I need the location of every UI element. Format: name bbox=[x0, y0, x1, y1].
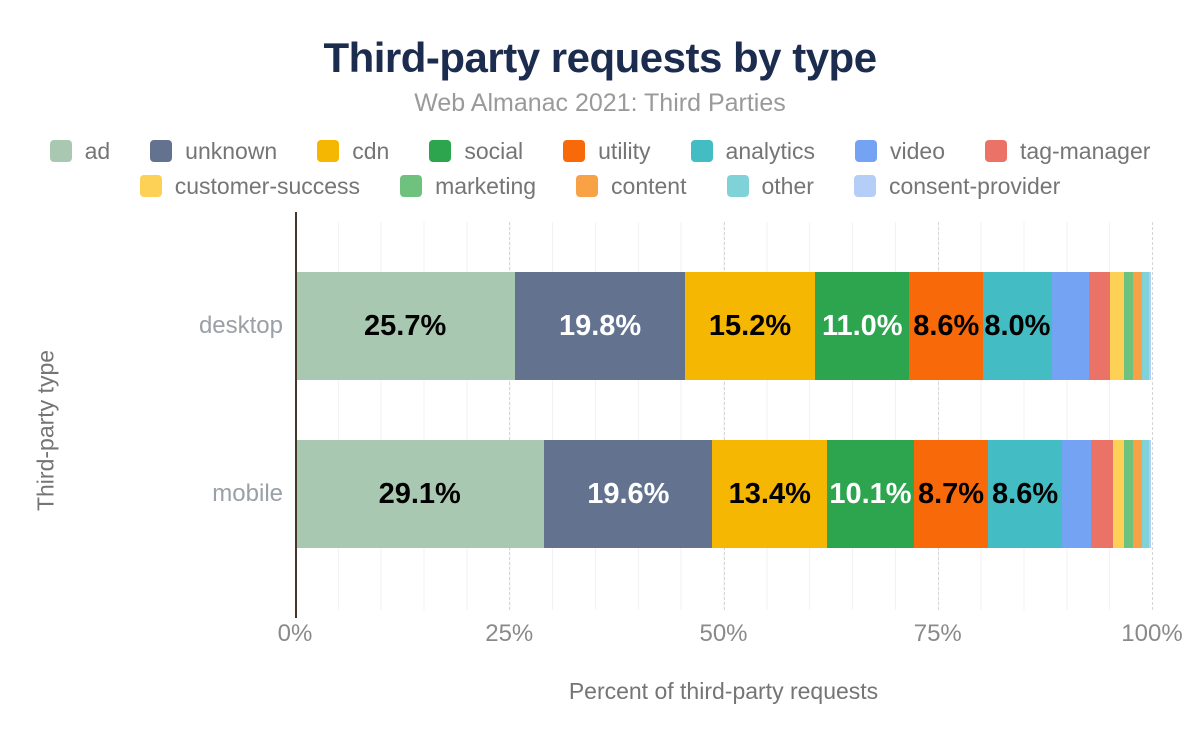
x-axis-ticks: 0% 25% 50% 75% 100% bbox=[278, 620, 1183, 650]
legend-label-utility: utility bbox=[598, 137, 651, 164]
chart-title: Third-party requests by type bbox=[323, 34, 877, 81]
bar-segment-desktop-tag-manager[interactable] bbox=[1088, 272, 1110, 380]
legend-label-customer-success: customer-success bbox=[174, 172, 361, 199]
y-axis-line bbox=[295, 212, 297, 618]
legend-swatch-customer-success bbox=[139, 175, 162, 197]
plot-area: 25.7% 19.8% 15.2% 11.0% 8.6% 8.0% 29.1% 19.6% 1… bbox=[295, 212, 1153, 618]
legend-label-video: video bbox=[890, 137, 946, 164]
value-label: 15.2% bbox=[708, 309, 792, 342]
value-label: 25.7% bbox=[364, 309, 447, 342]
legend-label-analytics: analytics bbox=[725, 137, 816, 164]
legend-label-tag-manager: tag-manager bbox=[1020, 137, 1151, 164]
bar-segment-mobile-customer-success[interactable] bbox=[1112, 440, 1125, 548]
legend-swatch-content bbox=[576, 175, 599, 197]
legend-item-social: social bbox=[429, 137, 524, 164]
legend-item-customer-success: customer-success bbox=[139, 172, 361, 199]
bar-segment-mobile-cdn[interactable]: 13.4% bbox=[712, 440, 828, 548]
legend-swatch-utility bbox=[563, 140, 586, 162]
legend-item-utility: utility bbox=[563, 137, 651, 164]
bar-row-desktop: 25.7% 19.8% 15.2% 11.0% 8.6% 8.0% bbox=[295, 272, 1152, 380]
bar-segment-mobile-marketing[interactable] bbox=[1124, 440, 1134, 548]
legend: ad unknown cdn social utility analytics video t… bbox=[10, 137, 1190, 199]
legend-item-video: video bbox=[855, 137, 946, 164]
legend-swatch-unknown bbox=[150, 140, 173, 162]
value-label: 11.0% bbox=[821, 309, 903, 342]
y-axis-title: Third-party type bbox=[32, 349, 59, 512]
bar-segment-desktop-social[interactable]: 11.0% bbox=[815, 272, 910, 380]
value-label: 29.1% bbox=[378, 477, 461, 510]
bar-segment-desktop-video[interactable] bbox=[1051, 272, 1089, 380]
legend-swatch-tag-manager bbox=[985, 140, 1008, 162]
gridline-major-75 bbox=[937, 222, 939, 610]
legend-item-analytics: analytics bbox=[690, 137, 816, 164]
value-label: 8.6% bbox=[913, 309, 980, 342]
legend-item-cdn: cdn bbox=[317, 137, 390, 164]
value-label: 19.8% bbox=[558, 309, 642, 342]
bar-segment-desktop-ad[interactable]: 25.7% bbox=[295, 272, 516, 380]
legend-swatch-social bbox=[429, 140, 452, 162]
legend-label-marketing: marketing bbox=[435, 172, 537, 199]
category-label-mobile: mobile bbox=[212, 480, 283, 507]
x-tick-0%: 0% bbox=[277, 620, 313, 647]
legend-label-social: social bbox=[464, 137, 524, 164]
legend-label-consent-provider: consent-provider bbox=[888, 172, 1061, 199]
legend-label-content: content bbox=[611, 172, 687, 199]
bar-segment-mobile-social[interactable]: 10.1% bbox=[827, 440, 914, 548]
legend-swatch-consent-provider bbox=[853, 175, 876, 197]
category-label-desktop: desktop bbox=[198, 312, 283, 339]
bar-segment-mobile-unknown[interactable]: 19.6% bbox=[544, 440, 713, 548]
x-axis-title: Percent of third-party requests bbox=[568, 678, 879, 704]
legend-item-unknown: unknown bbox=[150, 137, 278, 164]
legend-item-tag-manager: tag-manager bbox=[985, 137, 1151, 164]
bar-segment-mobile-video[interactable] bbox=[1061, 440, 1092, 548]
legend-label-ad: ad bbox=[84, 137, 111, 164]
gridline-major-50 bbox=[723, 222, 725, 610]
bar-segment-desktop-customer-success[interactable] bbox=[1109, 272, 1124, 380]
x-tick-75%: 75% bbox=[913, 620, 962, 647]
legend-item-other: other bbox=[726, 172, 814, 199]
value-label: 13.4% bbox=[728, 477, 811, 510]
legend-item-ad: ad bbox=[49, 137, 111, 164]
value-label: 19.6% bbox=[587, 477, 670, 510]
bar-segment-mobile-consent-provider[interactable] bbox=[1149, 440, 1152, 548]
bar-segment-desktop-cdn[interactable]: 15.2% bbox=[684, 272, 816, 380]
x-tick-25%: 25% bbox=[485, 620, 534, 647]
bar-segment-desktop-unknown[interactable]: 19.8% bbox=[515, 272, 685, 380]
bar-segment-mobile-content[interactable] bbox=[1133, 440, 1143, 548]
bar-segment-desktop-content[interactable] bbox=[1133, 272, 1143, 380]
legend-label-unknown: unknown bbox=[185, 137, 278, 164]
bar-segment-desktop-marketing[interactable] bbox=[1123, 272, 1134, 380]
bar-segment-desktop-other[interactable] bbox=[1142, 272, 1150, 380]
bar-segment-mobile-ad[interactable]: 29.1% bbox=[295, 440, 545, 548]
value-label: 10.1% bbox=[829, 477, 912, 510]
legend-swatch-video bbox=[855, 140, 878, 162]
legend-label-other: other bbox=[761, 172, 814, 199]
value-label: 8.6% bbox=[992, 477, 1059, 510]
x-tick-100%: 100% bbox=[1121, 620, 1183, 647]
gridline-major-100 bbox=[1152, 222, 1153, 610]
gridline-major-25 bbox=[509, 222, 511, 610]
bar-segment-mobile-other[interactable] bbox=[1142, 440, 1150, 548]
legend-swatch-other bbox=[726, 175, 749, 197]
legend-swatch-ad bbox=[49, 140, 72, 162]
chart-subtitle: Web Almanac 2021: Third Parties bbox=[414, 89, 786, 117]
legend-swatch-cdn bbox=[317, 140, 340, 162]
x-tick-50%: 50% bbox=[699, 620, 748, 647]
bar-segment-mobile-analytics[interactable]: 8.6% bbox=[988, 440, 1062, 548]
legend-label-cdn: cdn bbox=[352, 137, 390, 164]
value-label: 8.0% bbox=[984, 309, 1051, 342]
bar-segment-desktop-analytics[interactable]: 8.0% bbox=[983, 272, 1052, 380]
value-label: 8.7% bbox=[917, 477, 985, 510]
legend-swatch-analytics bbox=[690, 140, 713, 162]
bar-segment-desktop-utility[interactable]: 8.6% bbox=[909, 272, 984, 380]
bar-segment-mobile-utility[interactable]: 8.7% bbox=[913, 440, 989, 548]
bar-row-mobile: 29.1% 19.6% 13.4% 10.1% 8.7% 8.6% bbox=[295, 440, 1152, 548]
bar-segment-desktop-consent-provider[interactable] bbox=[1149, 272, 1152, 380]
legend-swatch-marketing bbox=[400, 175, 423, 197]
bar-segment-mobile-tag-manager[interactable] bbox=[1091, 440, 1113, 548]
legend-item-content: content bbox=[576, 172, 687, 199]
legend-item-marketing: marketing bbox=[400, 172, 537, 199]
legend-item-consent-provider: consent-provider bbox=[853, 172, 1061, 199]
